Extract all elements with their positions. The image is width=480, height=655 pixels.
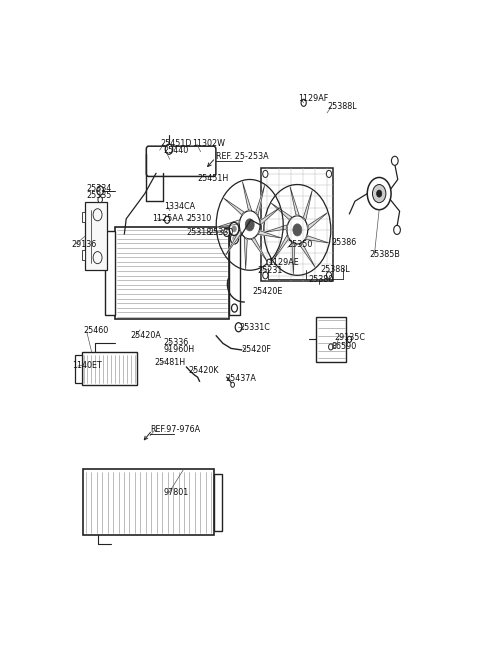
Polygon shape: [308, 213, 327, 230]
Circle shape: [263, 272, 268, 279]
Text: 11302W: 11302W: [192, 139, 225, 147]
Circle shape: [347, 336, 352, 343]
Polygon shape: [274, 235, 288, 260]
Circle shape: [231, 383, 234, 387]
Bar: [75, 355, 82, 383]
Polygon shape: [244, 238, 247, 269]
FancyBboxPatch shape: [146, 146, 216, 176]
Polygon shape: [258, 231, 281, 238]
Polygon shape: [226, 230, 241, 255]
Text: 1129AE: 1129AE: [268, 258, 299, 267]
Text: 25440: 25440: [163, 146, 189, 155]
Polygon shape: [261, 208, 280, 225]
Text: 25420K: 25420K: [188, 365, 219, 375]
Text: REF. 25-253A: REF. 25-253A: [216, 152, 269, 161]
Circle shape: [165, 216, 170, 223]
Polygon shape: [217, 220, 240, 227]
Polygon shape: [303, 191, 312, 221]
Circle shape: [229, 222, 239, 235]
Bar: [228, 231, 240, 315]
Circle shape: [235, 323, 242, 332]
Circle shape: [230, 233, 239, 244]
Circle shape: [267, 259, 271, 265]
Text: 25330: 25330: [208, 228, 233, 237]
Circle shape: [301, 100, 306, 106]
Circle shape: [245, 219, 254, 231]
Text: 25481H: 25481H: [155, 358, 186, 367]
Text: 25451D: 25451D: [160, 139, 192, 147]
Bar: [214, 474, 222, 531]
Circle shape: [165, 144, 173, 154]
Bar: [83, 470, 214, 535]
Circle shape: [231, 304, 238, 312]
Circle shape: [394, 225, 400, 234]
Text: 25388L: 25388L: [321, 265, 350, 274]
Text: 29135C: 29135C: [335, 333, 366, 342]
Text: 86590: 86590: [332, 343, 357, 352]
Bar: [82, 212, 85, 222]
Bar: [105, 231, 115, 315]
Circle shape: [326, 272, 332, 279]
Text: 25335: 25335: [87, 191, 112, 200]
Text: 25331C: 25331C: [240, 323, 270, 331]
Text: 25310: 25310: [186, 214, 212, 223]
Text: 25420A: 25420A: [131, 331, 162, 341]
Circle shape: [98, 196, 102, 202]
Text: 25336: 25336: [163, 338, 189, 347]
Circle shape: [326, 170, 332, 178]
Text: 91960H: 91960H: [163, 345, 194, 354]
Circle shape: [232, 226, 236, 232]
Text: 25318: 25318: [186, 228, 212, 237]
Text: 25420F: 25420F: [241, 345, 271, 354]
Circle shape: [372, 185, 386, 202]
Text: 25437A: 25437A: [226, 374, 256, 383]
Polygon shape: [306, 236, 329, 243]
Polygon shape: [292, 242, 295, 274]
Text: 25460: 25460: [83, 326, 108, 335]
Polygon shape: [264, 225, 287, 232]
Circle shape: [293, 224, 302, 236]
Text: 25334: 25334: [87, 184, 112, 193]
Polygon shape: [290, 187, 299, 215]
Text: 25386: 25386: [332, 238, 357, 247]
Text: 25380: 25380: [309, 275, 334, 284]
Bar: [316, 316, 347, 362]
Text: 25388L: 25388L: [328, 102, 358, 111]
Polygon shape: [299, 244, 315, 267]
Text: 1125AA: 1125AA: [152, 214, 184, 223]
Text: 25231: 25231: [257, 266, 283, 274]
Text: 1140ET: 1140ET: [72, 360, 102, 369]
Polygon shape: [256, 185, 264, 215]
Circle shape: [263, 170, 268, 178]
Circle shape: [377, 190, 382, 197]
Text: REF.97-976A: REF.97-976A: [150, 424, 200, 434]
Circle shape: [233, 236, 236, 241]
Circle shape: [367, 178, 391, 210]
Bar: [82, 352, 137, 385]
Bar: [82, 250, 85, 260]
Text: 25420E: 25420E: [252, 287, 283, 296]
Text: 25385B: 25385B: [370, 250, 400, 259]
Text: 1129AF: 1129AF: [298, 94, 328, 103]
Polygon shape: [242, 181, 252, 210]
Polygon shape: [271, 203, 292, 219]
Bar: [115, 227, 228, 319]
Text: 29136: 29136: [71, 240, 96, 248]
Text: 25451H: 25451H: [197, 174, 228, 183]
Circle shape: [392, 157, 398, 165]
Text: 97801: 97801: [163, 488, 189, 496]
Circle shape: [329, 344, 333, 350]
Circle shape: [224, 229, 229, 236]
Circle shape: [97, 186, 104, 195]
Text: 1334CA: 1334CA: [164, 202, 195, 211]
Polygon shape: [252, 238, 267, 262]
Bar: [261, 168, 334, 282]
Bar: [85, 202, 107, 271]
Polygon shape: [224, 198, 244, 214]
Text: 25350: 25350: [287, 240, 312, 248]
